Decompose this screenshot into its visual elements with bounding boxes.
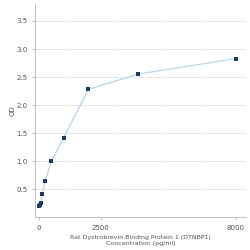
Point	[40, 192, 44, 196]
Point	[38, 203, 42, 207]
X-axis label: Rat Dystrobrevin Binding Protein 1 (DTNBP1)
Concentration (pg/ml): Rat Dystrobrevin Binding Protein 1 (DTNB…	[70, 235, 211, 246]
Y-axis label: OD: OD	[9, 106, 15, 116]
Point	[43, 179, 47, 183]
Point	[234, 56, 238, 60]
Point	[39, 201, 43, 205]
Point	[50, 159, 54, 163]
Point	[136, 72, 140, 76]
Point	[37, 204, 41, 208]
Point	[86, 88, 90, 92]
Point	[62, 136, 66, 140]
